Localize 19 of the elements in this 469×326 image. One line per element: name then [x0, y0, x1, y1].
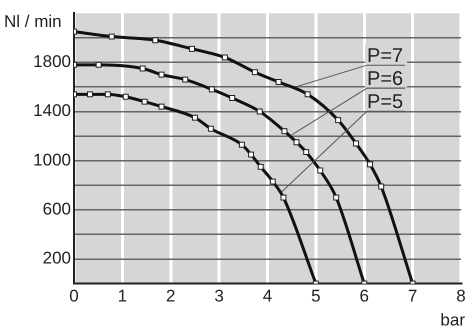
x-tick-label: 0 — [69, 286, 79, 306]
x-tick-label: 6 — [360, 286, 369, 306]
y-axis-title: Nl / min — [4, 12, 62, 32]
annotation: P=7 — [367, 45, 404, 68]
x-axis-title: bar — [440, 310, 466, 326]
y-tick-label: 1400 — [33, 101, 71, 120]
annotation: P=6 — [367, 68, 404, 90]
annotation: P=5 — [367, 91, 404, 114]
x-tick-label: 1 — [118, 286, 128, 306]
y-tick-label: 1800 — [33, 52, 71, 72]
y-tick-label: 200 — [42, 248, 71, 268]
x-tick-label: 2 — [166, 286, 176, 306]
x-tick-label: 8 — [456, 286, 466, 306]
x-tick-label: 7 — [408, 286, 418, 306]
y-tick-label: 600 — [42, 200, 71, 219]
x-tick-label: 3 — [214, 286, 224, 306]
x-tick-label: 4 — [262, 286, 272, 306]
y-tick-label: 1000 — [33, 150, 71, 170]
x-tick-label: 5 — [311, 286, 321, 306]
